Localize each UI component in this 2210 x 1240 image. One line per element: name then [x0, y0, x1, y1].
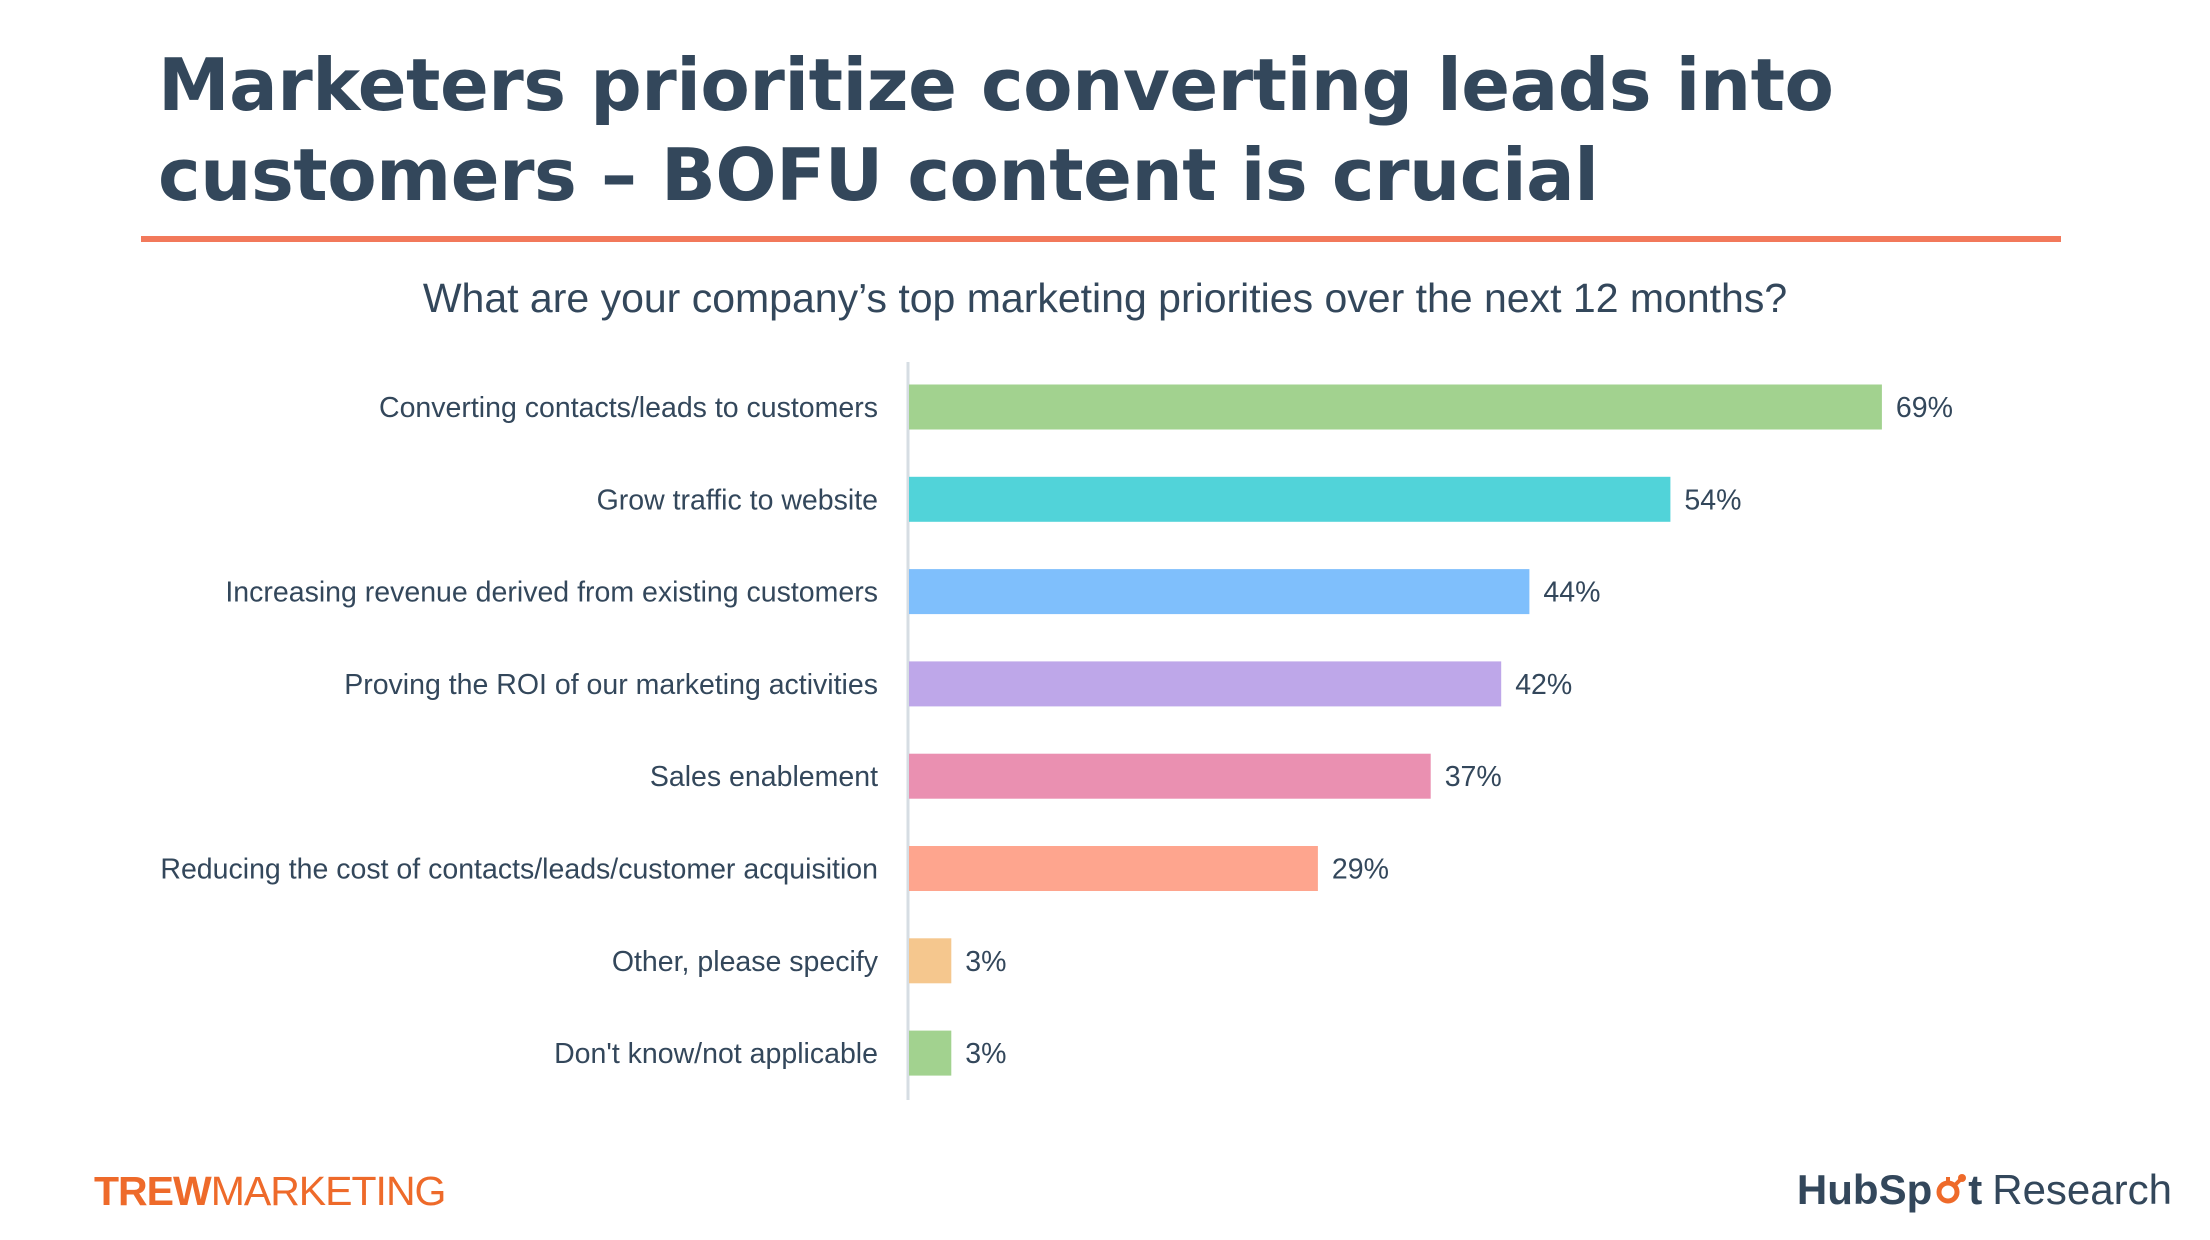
title-divider — [141, 236, 2061, 242]
data-label: 29% — [1332, 854, 1389, 886]
category-label: Grow traffic to website — [597, 484, 878, 516]
bar — [909, 384, 1882, 430]
category-label: Proving the ROI of our marketing activit… — [344, 669, 878, 701]
hubspot-logo-text-end: t — [1968, 1166, 1983, 1213]
data-label: 3% — [965, 946, 1006, 978]
hubspot-logo-text-start: HubSp — [1796, 1166, 1933, 1213]
slide-title: Marketers prioritize converting leads in… — [158, 43, 1834, 217]
bar — [909, 661, 1502, 707]
bar — [909, 1030, 952, 1076]
category-label: Converting contacts/leads to customers — [379, 392, 878, 424]
data-label: 69% — [1896, 392, 1953, 424]
bar — [909, 569, 1530, 615]
research-label: Research — [1992, 1166, 2172, 1213]
category-label: Other, please specify — [612, 946, 879, 978]
data-label: 54% — [1684, 484, 1741, 516]
category-label: Increasing revenue derived from existing… — [225, 577, 878, 609]
category-label: Reducing the cost of contacts/leads/cust… — [160, 854, 878, 886]
hubspot-research-logo: HubSp t Research — [1797, 1166, 2172, 1214]
trew-marketing-logo: TREWMARKETING — [94, 1168, 447, 1215]
bar — [909, 938, 952, 984]
category-label: Sales enablement — [650, 761, 878, 793]
data-label: 37% — [1445, 761, 1502, 793]
data-label: 42% — [1515, 669, 1572, 701]
bar — [909, 846, 1318, 891]
bar — [909, 753, 1431, 799]
bar — [909, 476, 1671, 522]
marketing-logo-text: MARKETING — [210, 1168, 447, 1214]
trew-logo-text: TREW — [94, 1168, 212, 1214]
data-label: 44% — [1543, 577, 1600, 609]
data-label: 3% — [965, 1038, 1006, 1070]
category-label: Don't know/not applicable — [554, 1038, 878, 1070]
chart-question: What are your company’s top marketing pr… — [422, 275, 1788, 321]
hubspot-sprocket-icon — [1936, 1174, 1967, 1204]
